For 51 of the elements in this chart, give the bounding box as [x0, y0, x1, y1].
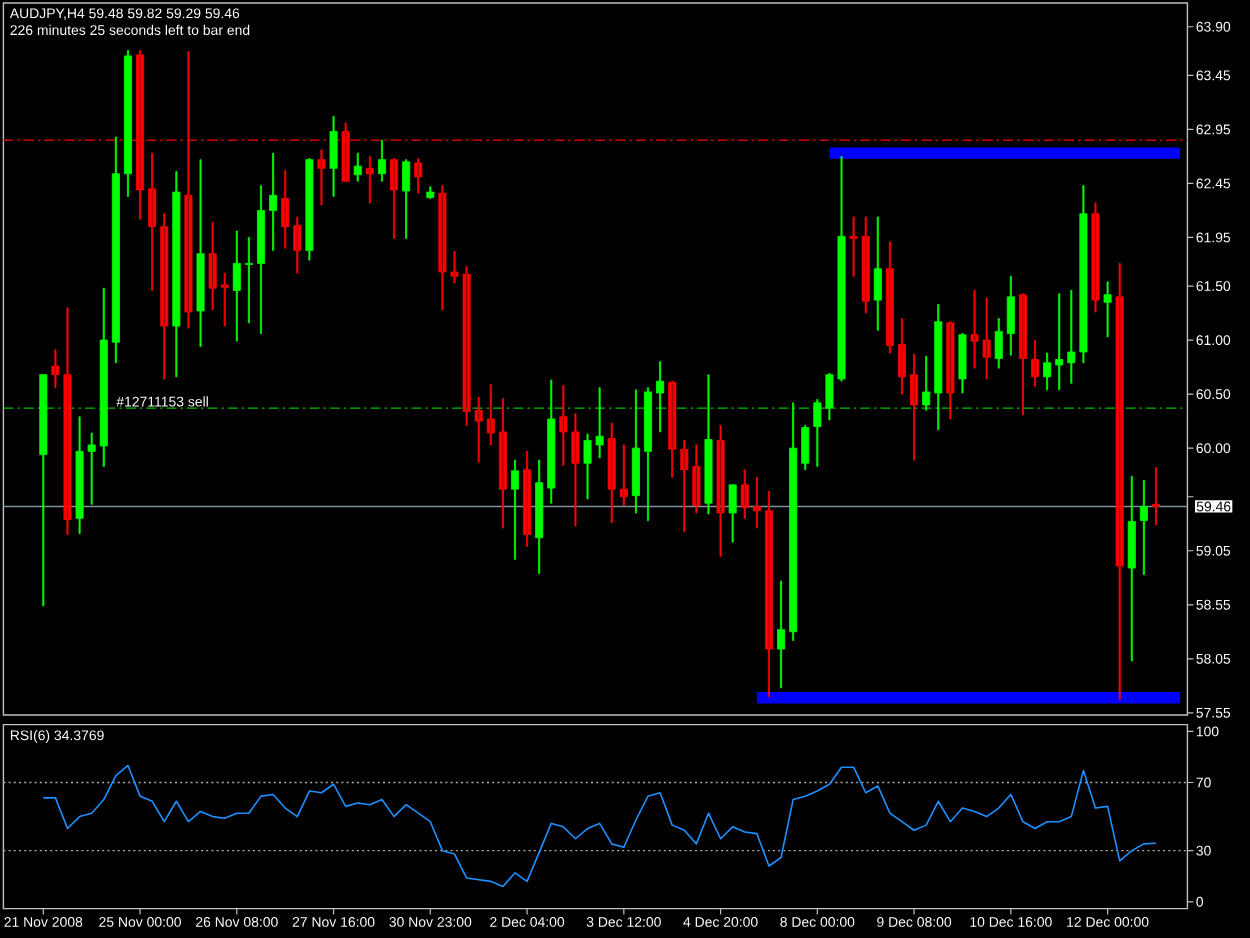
- candlestick: [365, 156, 374, 204]
- candlestick: [317, 149, 326, 206]
- candlestick: [740, 469, 749, 519]
- candlestick: [39, 374, 48, 607]
- candlestick: [777, 580, 786, 689]
- candlestick: [160, 213, 169, 380]
- candlestick: [934, 304, 943, 431]
- candlestick: [293, 216, 302, 274]
- candlestick: [716, 425, 725, 557]
- candlestick: [668, 380, 677, 478]
- candlestick: [281, 170, 290, 249]
- candlestick: [946, 321, 955, 420]
- candlestick: [958, 333, 967, 394]
- candlestick: [523, 450, 532, 547]
- candlestick: [994, 318, 1003, 369]
- candlestick: [486, 383, 495, 446]
- candlestick: [728, 484, 737, 543]
- candlestick: [498, 398, 507, 529]
- candlestick: [910, 353, 919, 461]
- candlestick: [510, 459, 519, 560]
- candlestick: [656, 361, 665, 433]
- candlestick: [136, 50, 145, 220]
- candlestick: [547, 379, 556, 504]
- candlestick: [1055, 293, 1064, 391]
- candlestick: [172, 171, 181, 378]
- candlestick: [341, 122, 350, 182]
- candlestick: [922, 355, 931, 411]
- candlestick: [704, 374, 713, 515]
- candlestick: [752, 476, 761, 529]
- candlestick: [1031, 339, 1040, 387]
- candlestick: [426, 186, 435, 199]
- candlestick: [329, 116, 338, 197]
- candlestick: [196, 159, 205, 347]
- candlestick: [390, 158, 399, 239]
- candlestick: [897, 318, 906, 395]
- candlestick: [305, 158, 314, 261]
- candlestick: [1018, 293, 1027, 416]
- candlestick: [607, 422, 616, 524]
- candlestick: [1139, 480, 1148, 575]
- candlestick: [885, 241, 894, 354]
- candlestick: [184, 51, 193, 329]
- candlestick: [1115, 262, 1124, 701]
- candlestick: [764, 490, 773, 698]
- candlestick: [1091, 202, 1100, 313]
- candlestick: [269, 152, 278, 251]
- candlestick: [414, 158, 423, 194]
- candlestick: [244, 237, 253, 324]
- candlestick: [1151, 467, 1160, 526]
- candlestick: [619, 444, 628, 506]
- candlestick: [1103, 281, 1112, 338]
- candlestick: [148, 152, 157, 291]
